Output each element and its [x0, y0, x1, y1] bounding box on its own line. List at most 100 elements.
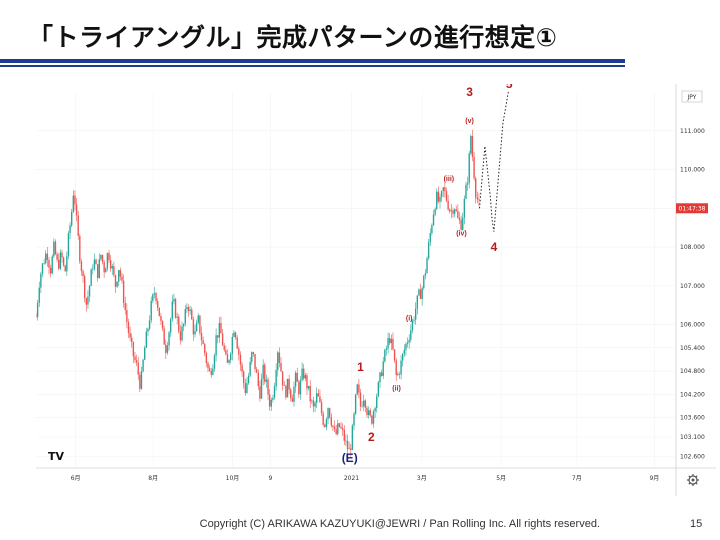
candle-body	[324, 424, 326, 427]
candle-body	[267, 379, 269, 395]
candle-body	[205, 352, 208, 364]
time-axis: 6月 8月 10月 9 2021 3月 5月 7月 9月	[71, 475, 660, 482]
candle-body	[462, 217, 464, 230]
candle-body	[280, 362, 282, 372]
candle-body	[478, 199, 480, 201]
candle-body	[101, 254, 104, 262]
candle-body	[380, 372, 383, 376]
candle-body	[468, 153, 470, 184]
candle-body	[390, 338, 393, 344]
candle-body	[432, 214, 435, 226]
candle-body	[100, 254, 102, 260]
wave-label: 1	[357, 360, 364, 374]
candle-body	[220, 322, 222, 334]
candle-body	[325, 419, 328, 427]
candle-body	[452, 210, 454, 214]
title-underline	[0, 59, 625, 63]
candle-body	[155, 293, 157, 302]
candle-body	[439, 197, 441, 202]
candle-body	[254, 354, 256, 370]
candle-body	[335, 429, 337, 435]
candle-body	[249, 361, 251, 376]
candle-body	[328, 408, 331, 418]
chart-grid	[36, 84, 716, 496]
candle-body	[53, 241, 55, 257]
wave-label: (ii)	[392, 385, 401, 392]
tradingview-logo: TV	[48, 450, 65, 463]
candle-body	[90, 269, 92, 286]
candle-body	[92, 269, 94, 270]
candle-body	[385, 348, 388, 350]
candle-body	[413, 319, 415, 321]
candle-body	[317, 393, 320, 397]
candle-body	[108, 253, 110, 261]
candle-body	[379, 372, 381, 383]
candle-body	[236, 337, 238, 349]
candle-body	[105, 268, 107, 273]
y-tick-label: 102.600	[680, 453, 705, 460]
candle-body	[290, 389, 292, 398]
candle-body	[46, 253, 49, 260]
candle-body	[58, 259, 60, 269]
candle-body	[41, 263, 44, 274]
wave-label: (iii)	[444, 176, 455, 183]
candle-body	[231, 336, 234, 354]
candle-body	[140, 371, 143, 389]
gear-icon[interactable]	[687, 474, 699, 486]
candle-body	[356, 384, 358, 395]
candle-body	[371, 415, 373, 424]
candle-body	[45, 253, 47, 264]
candle-body	[353, 413, 355, 426]
candle-body	[395, 360, 397, 376]
wave-label: (iv)	[456, 230, 467, 237]
candle-body	[186, 307, 188, 310]
candle-body	[124, 302, 126, 311]
candle-body	[343, 429, 345, 441]
candle-body	[181, 326, 183, 341]
x-tick-label: 10月	[226, 475, 240, 482]
candle-body	[434, 208, 436, 215]
candle-body	[77, 215, 79, 236]
candle-body	[382, 361, 384, 376]
candle-body	[173, 299, 175, 302]
candle-body	[304, 375, 307, 379]
candle-body	[346, 440, 349, 450]
candle-body	[179, 331, 182, 341]
candle-body	[241, 364, 243, 372]
candle-body	[466, 183, 469, 185]
candle-body	[218, 322, 221, 338]
candle-body	[405, 343, 407, 350]
candle-body	[416, 295, 418, 309]
candle-body	[150, 300, 152, 321]
candle-body	[87, 296, 89, 305]
candle-body	[299, 380, 302, 395]
candle-body	[79, 235, 81, 262]
y-tick-label: 103.600	[680, 415, 705, 422]
candle-body	[129, 333, 131, 338]
candle-body	[74, 195, 76, 205]
candle-body	[338, 423, 341, 427]
candle-body	[98, 259, 100, 278]
candle-body	[85, 298, 87, 305]
candle-body	[228, 360, 230, 363]
candle-body	[69, 225, 71, 234]
projection-path	[478, 91, 509, 232]
candle-body	[403, 349, 406, 354]
candle-body	[387, 338, 389, 349]
currency-tag[interactable]	[681, 90, 703, 103]
candle-body	[82, 271, 84, 277]
candle-body	[114, 275, 117, 287]
candle-body	[348, 448, 350, 450]
candle-body	[377, 382, 380, 397]
candle-body	[95, 259, 97, 265]
candle-body	[358, 384, 360, 393]
candle-body	[135, 360, 138, 363]
candle-body	[436, 191, 438, 209]
candle-body	[103, 261, 105, 273]
candle-body	[208, 368, 211, 372]
candle-body	[163, 328, 165, 345]
candle-body	[351, 425, 354, 450]
candle-body	[406, 342, 409, 344]
candle-body	[134, 356, 136, 361]
candle-body	[350, 448, 352, 450]
